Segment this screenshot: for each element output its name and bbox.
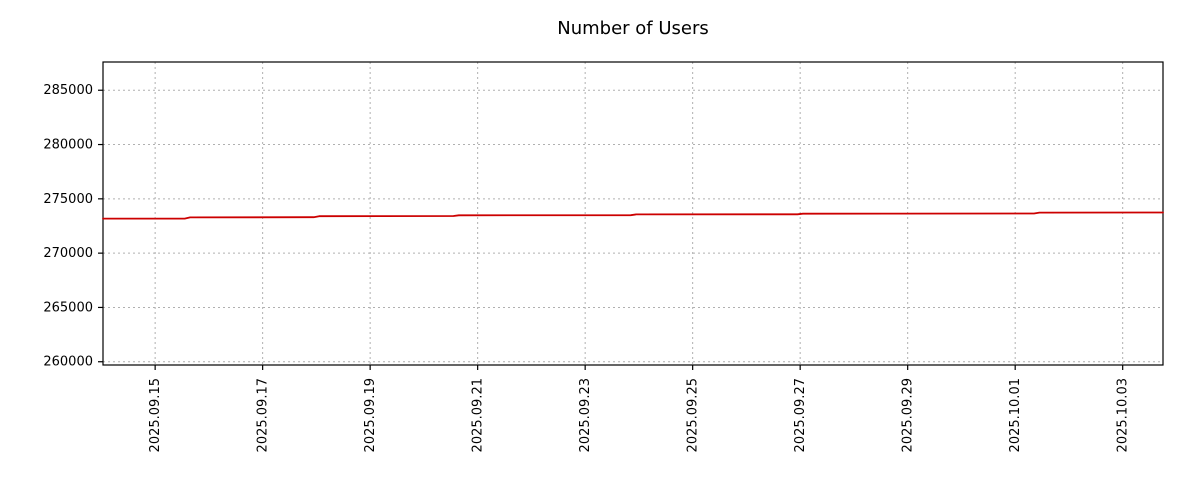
y-tick-label: 285000 (43, 83, 93, 98)
x-tick-label: 2025.09.25 (686, 378, 701, 452)
x-tick-label: 2025.09.23 (578, 378, 593, 452)
x-tick-label: 2025.09.17 (256, 378, 271, 452)
x-tick-label: 2025.09.27 (793, 378, 808, 452)
chart-title: Number of Users (557, 18, 709, 39)
y-tick-label: 270000 (43, 246, 93, 261)
axes (98, 61, 1164, 370)
x-tick-label: 2025.09.15 (148, 378, 163, 452)
y-tick-label: 260000 (43, 355, 93, 370)
x-tick-label: 2025.10.01 (1008, 378, 1023, 452)
data-series (102, 211, 1164, 220)
x-tick-label: 2025.10.03 (1116, 378, 1131, 452)
series-line-users (102, 211, 1164, 220)
tick-labels: 2025.09.15 2025.09.17 2025.09.19 2025.09.21… (43, 83, 1130, 452)
x-tick-label: 2025.09.29 (901, 378, 916, 452)
y-tick-label: 265000 (43, 300, 93, 315)
y-tick-label: 280000 (43, 138, 93, 153)
x-tick-label: 2025.09.21 (471, 378, 486, 452)
y-tick-label: 275000 (43, 192, 93, 207)
x-tick-label: 2025.09.19 (363, 378, 378, 452)
